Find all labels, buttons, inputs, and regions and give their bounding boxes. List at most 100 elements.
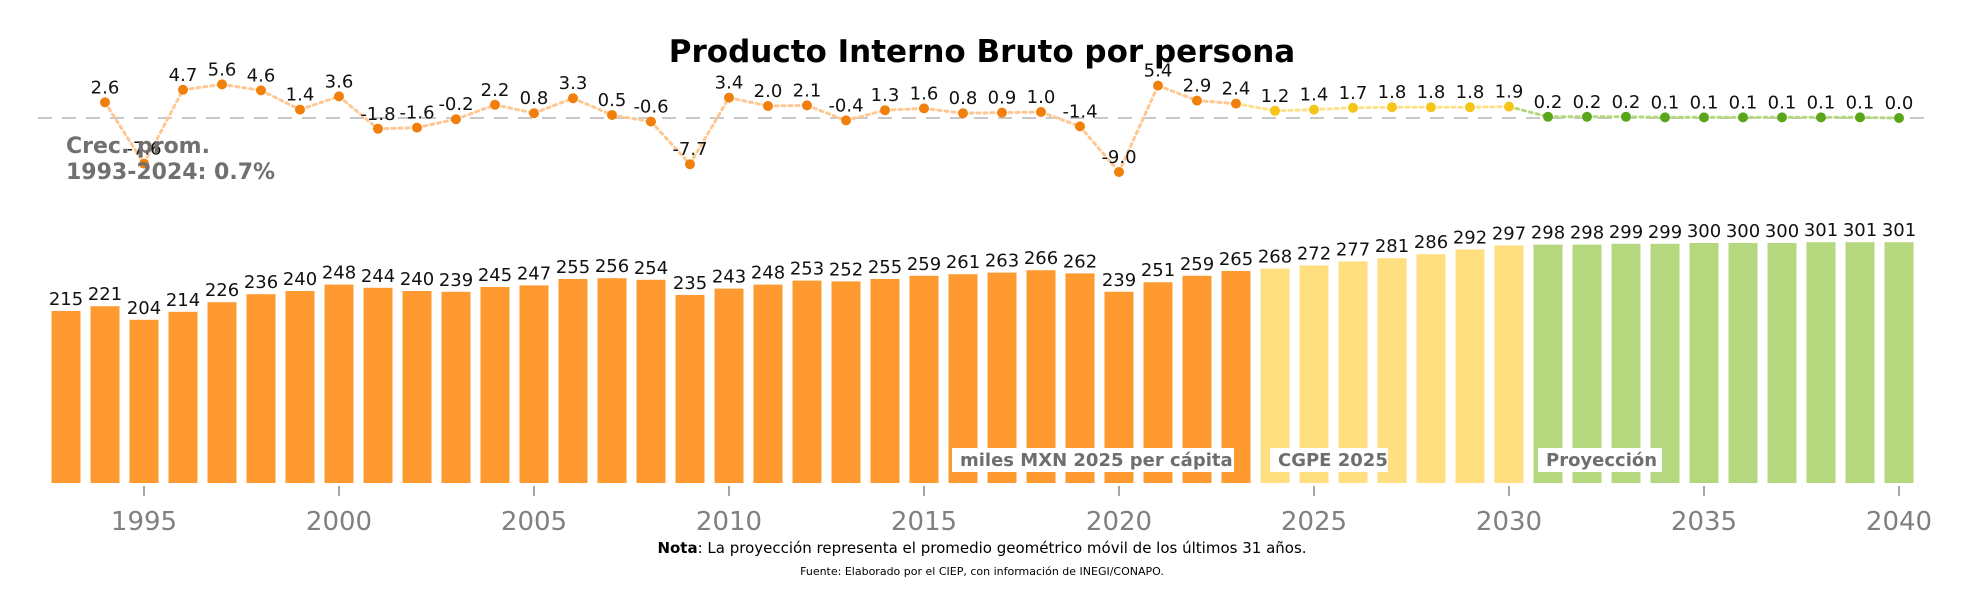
bar-label-2002: 240 [400,269,434,290]
bar-label-2035: 300 [1687,221,1721,242]
bar-label-2010: 243 [712,267,746,288]
growth-label-2014: 1.3 [871,85,900,106]
bar-2001 [363,287,393,483]
growth-point-2006 [568,93,578,104]
growth-label-1996: 4.7 [169,65,198,86]
bar-label-2015: 259 [907,254,941,275]
growth-line-2024-2025 [1273,108,1316,113]
bar-label-2022: 259 [1180,254,1214,275]
growth-point-2028 [1426,102,1436,113]
growth-points-group [100,79,1904,177]
growth-labels-group: 2.6 -7.6 4.7 5.6 4.6 1.4 3.6 -1.8 -1.6 -0.2 2.2 0.8… [91,59,1914,168]
bar-label-2001: 244 [361,266,395,287]
bar-label-2017: 263 [985,251,1019,272]
bar-label-2034: 299 [1648,222,1682,243]
growth-label-2005: 0.8 [520,88,549,109]
growth-line-1997-1998 [220,82,263,92]
growth-point-2017 [997,107,1007,118]
bar-2017 [987,272,1017,483]
bar-2035 [1689,243,1719,483]
bar-label-2019: 262 [1063,251,1097,272]
bar-label-2032: 298 [1570,223,1604,244]
growth-label-2002: -1.6 [399,103,434,124]
bar-label-2005: 247 [517,263,551,284]
growth-line-2011-2012 [766,103,809,108]
series-label-bg-1 [952,448,1234,472]
bar-label-1999: 240 [283,269,317,290]
growth-line-1998-1999 [259,88,302,112]
x-tick-label-2025: 2025 [1281,507,1347,537]
bar-label-2026: 277 [1336,239,1370,260]
bar-2039 [1845,242,1875,483]
x-tick-label-2015: 2015 [891,507,957,537]
bar-2014 [870,279,900,483]
growth-label-2036: 0.1 [1729,92,1758,113]
growth-label-1997: 5.6 [208,59,237,80]
bar-2034 [1650,243,1680,483]
growth-line-2003-2004 [454,103,497,121]
note: Nota: La proyección representa el promed… [0,539,1964,557]
growth-line-2015-2016 [922,106,965,115]
bar-2009 [675,295,705,483]
bar-2027 [1377,258,1407,483]
bar-label-1997: 226 [205,280,239,301]
bar-label-2006: 255 [556,257,590,278]
bar-label-2038: 301 [1804,220,1838,241]
growth-point-2021 [1153,80,1163,91]
growth-label-2040: 0.0 [1885,93,1914,114]
growth-point-2023 [1231,98,1241,109]
bar-1997 [207,302,237,483]
bar-2033 [1611,243,1641,483]
bar-2031 [1533,244,1563,483]
growth-label-2025: 1.4 [1300,85,1329,106]
growth-label-2032: 0.2 [1573,92,1602,113]
growth-point-1996 [178,84,188,95]
bars-group [51,242,1914,483]
growth-point-2002 [412,122,422,133]
note-text: : La proyección representa el promedio g… [697,539,1307,557]
growth-line-2016-2017 [961,111,1004,115]
growth-point-1995 [139,158,149,169]
chart-title: Producto Interno Bruto por persona [669,34,1295,70]
bar-2007 [597,278,627,483]
bar-1995 [129,319,159,483]
growth-label-2034: 0.1 [1651,92,1680,113]
growth-label-2016: 0.8 [949,88,978,109]
bar-label-2039: 301 [1843,220,1877,241]
bar-label-1996: 214 [166,290,200,311]
series-labels-group: miles MXN 2025 per cápita CGPE 2025 Proyec… [952,448,1662,472]
growth-point-2030 [1504,101,1514,112]
bar-2000 [324,284,354,483]
growth-line-2026-2027 [1351,105,1394,110]
bar-2002 [402,291,432,483]
bar-label-2013: 252 [829,259,863,280]
bar-2015 [909,275,939,483]
bar-1998 [246,294,276,483]
x-axis-ticks: 1995 2000 2005 2010 2015 2020 2025 2030 2035 2040 [111,486,1932,537]
bar-label-2031: 298 [1531,223,1565,244]
x-tick-label-2035: 2035 [1671,507,1737,537]
bar-label-2008: 254 [634,258,668,279]
growth-label-2023: 2.4 [1222,79,1251,100]
bar-2037 [1767,243,1797,483]
bar-1994 [90,306,120,483]
growth-label-2011: 2.0 [754,81,783,102]
growth-label-2017: 0.9 [988,88,1017,109]
growth-label-2001: -1.8 [360,104,395,125]
growth-label-2031: 0.2 [1534,92,1563,113]
bar-label-2009: 235 [673,273,707,294]
series-label-3: Proyección [1546,450,1657,471]
average-growth-label-line2: 1993-2024: 0.7% [66,160,275,185]
growth-point-2000 [334,91,344,102]
growth-label-2026: 1.7 [1339,83,1368,104]
bar-label-2018: 266 [1024,248,1058,269]
growth-line-2012-2013 [805,103,848,122]
bar-2032 [1572,244,1602,483]
series-label-bg-2 [1270,448,1388,472]
source: Fuente: Elaborado por el CIEP, con infor… [800,565,1164,578]
growth-point-2004 [490,99,500,110]
bar-label-2020: 239 [1102,270,1136,291]
growth-point-2032 [1582,111,1592,122]
bar-label-2027: 281 [1375,236,1409,257]
